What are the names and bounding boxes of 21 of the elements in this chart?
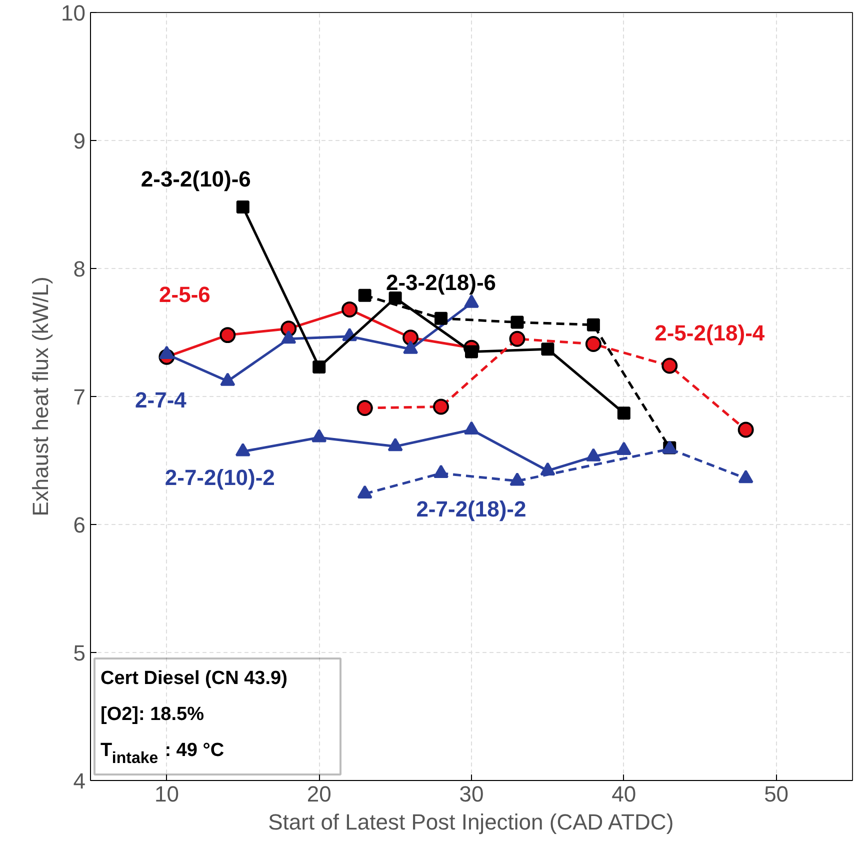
- x-tick-label: 10: [154, 782, 179, 806]
- series-label: 2-5-2(18)-4: [654, 320, 766, 346]
- series-label: 2-3-2(18)-6: [386, 270, 496, 295]
- y-tick-label: 5: [73, 640, 86, 666]
- y-tick-label: 7: [73, 384, 86, 410]
- series-label: 2-5-6: [159, 282, 210, 307]
- x-tick-label: 50: [764, 782, 789, 806]
- series-label: 2-7-2(10)-2: [164, 465, 275, 490]
- x-tick-label: 40: [612, 782, 636, 806]
- y-tick-label: 10: [61, 0, 86, 26]
- series-label: 2-7-4: [135, 387, 188, 412]
- y-axis-title: Exhaust heat flux (kW/L): [28, 276, 54, 516]
- y-tick-label: 9: [73, 128, 86, 154]
- x-tick-label: 20: [306, 782, 332, 806]
- series-label: 2-3-2(10)-6: [140, 166, 251, 192]
- y-tick-label: 6: [73, 512, 86, 538]
- x-tick-label: 30: [459, 782, 484, 806]
- y-tick-label: 4: [73, 768, 86, 794]
- x-axis-title: Start of Latest Post Injection (CAD ATDC): [268, 810, 674, 834]
- series-label: 2-7-2(18)-2: [416, 496, 526, 522]
- y-tick-label: 8: [73, 256, 86, 282]
